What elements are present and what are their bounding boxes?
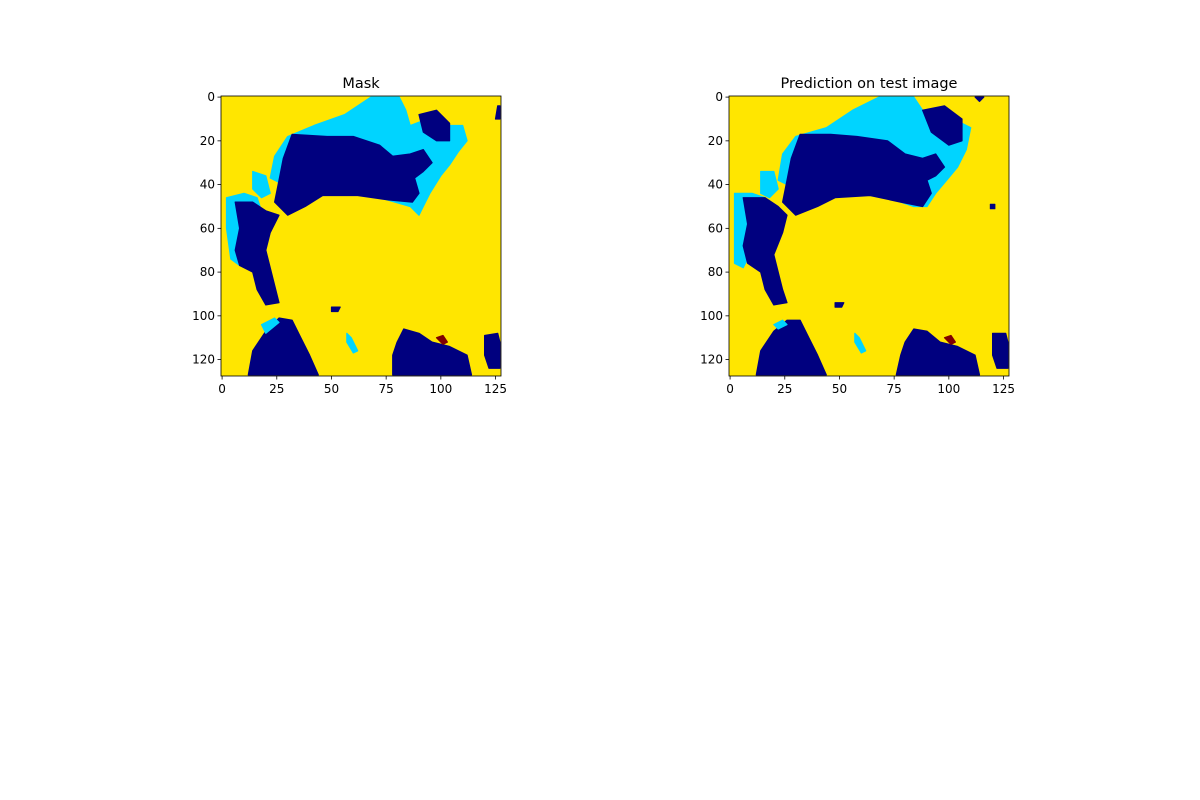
mask-regions — [225, 96, 501, 376]
chart-title: Prediction on test image — [781, 76, 958, 92]
y-tick-label: 20 — [200, 134, 215, 148]
axes-2: Prediction on test image 0 25 50 75 100 125 0 20… — [700, 76, 1015, 396]
x-tick-label: 50 — [324, 382, 339, 396]
axes-1: Mask 0 25 50 75 100 125 0 20 40 60 80 100 120 — [192, 76, 507, 396]
mask-region-dark — [834, 302, 845, 308]
mask-region-light — [260, 317, 280, 334]
mask-region-dark — [330, 306, 341, 313]
x-tick-label: 125 — [992, 382, 1015, 396]
mask-region-dark — [921, 105, 963, 146]
mask-region-dark — [234, 201, 280, 306]
x-tick-label: 75 — [379, 382, 394, 396]
mask-region-dark — [418, 109, 451, 142]
mask-region-small — [943, 334, 957, 345]
y-tick-label: 100 — [700, 309, 723, 323]
mask-region-dark — [781, 133, 946, 216]
x-tick-label: 100 — [429, 382, 452, 396]
mask-region-dark — [974, 96, 985, 103]
y-tick-label: 120 — [192, 353, 215, 367]
mask-region-dark — [494, 105, 501, 120]
mask-region-dark — [274, 133, 433, 216]
axes-frame — [220, 95, 502, 377]
x-tick-label: 100 — [937, 382, 960, 396]
y-tick-label: 40 — [708, 178, 723, 192]
y-tick-label: 0 — [207, 90, 215, 104]
x-tick-label: 125 — [484, 382, 507, 396]
mask-region-light — [760, 170, 779, 199]
mask-region-dark — [755, 319, 827, 376]
y-tick-label: 100 — [192, 309, 215, 323]
x-tick-label: 50 — [832, 382, 847, 396]
x-tick-label: 0 — [218, 382, 226, 396]
mask-region-dark — [989, 203, 996, 210]
mask-region-dark — [392, 328, 473, 376]
mask-region-light — [252, 170, 271, 199]
mask-region-small — [435, 334, 448, 345]
x-tick-label: 75 — [887, 382, 902, 396]
mask-region-light — [773, 319, 788, 330]
y-tick-label: 80 — [708, 265, 723, 279]
y-tick-label: 0 — [715, 90, 723, 104]
y-tick-label: 120 — [700, 353, 723, 367]
y-tick-label: 80 — [200, 265, 215, 279]
y-tick-label: 40 — [200, 178, 215, 192]
y-tick-label: 60 — [200, 221, 215, 235]
y-tick-label: 20 — [708, 134, 723, 148]
mask-region-dark — [484, 332, 501, 369]
chart-title: Mask — [342, 76, 380, 92]
mask-region-dark — [742, 197, 788, 306]
x-tick-label: 0 — [726, 382, 734, 396]
mask-region-light — [854, 332, 867, 354]
axes-frame — [728, 95, 1010, 377]
x-tick-label: 25 — [269, 382, 284, 396]
x-tick-label: 25 — [777, 382, 792, 396]
y-tick-label: 60 — [708, 221, 723, 235]
mask-region-dark — [991, 332, 1009, 369]
mask-region-dark — [895, 328, 981, 376]
mask-region-light — [346, 332, 359, 354]
mask-regions — [733, 96, 1009, 376]
